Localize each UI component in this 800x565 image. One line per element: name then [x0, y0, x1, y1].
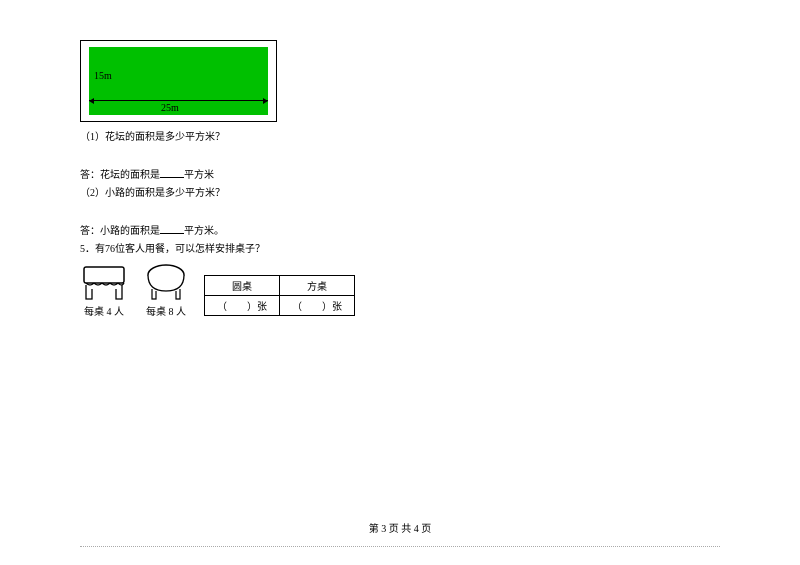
q1-answer-blank[interactable] [160, 167, 184, 178]
q1-answer: 答：花坛的面积是 平方米 [80, 167, 720, 183]
q5-prompt: 5．有76位客人用餐，可以怎样安排桌子？ [80, 242, 720, 257]
cell-round-count[interactable]: （ ）张 [205, 296, 280, 316]
table-row: 圆桌 方桌 [205, 276, 355, 296]
q1-answer-suffix: 平方米 [184, 170, 214, 181]
q5-figure-row: 每桌 4 人 每桌 8 人 圆桌 方桌 （ ）张 （ ）张 [80, 263, 720, 318]
round-table-icon [142, 263, 190, 301]
width-dimension-line [89, 100, 268, 101]
footer-rule [80, 546, 720, 547]
q2-answer: 答：小路的面积是 平方米。 [80, 223, 720, 239]
square-table-label: 每桌 4 人 [84, 303, 124, 318]
q2-answer-blank[interactable] [160, 223, 184, 234]
cell-square-count[interactable]: （ ）张 [280, 296, 355, 316]
square-table-icon [80, 263, 128, 301]
col-header-round: 圆桌 [205, 276, 280, 296]
page-content: 15m 25m （1）花坛的面积是多少平方米？ 答：花坛的面积是 平方米 （2）小… [80, 40, 720, 318]
square-table-col: 每桌 4 人 [80, 263, 128, 318]
col-header-square: 方桌 [280, 276, 355, 296]
q2-answer-suffix: 平方米。 [184, 226, 224, 237]
width-dimension-label: 25m [161, 103, 179, 114]
answer-table: 圆桌 方桌 （ ）张 （ ）张 [204, 275, 355, 316]
q1-answer-prefix: 答：花坛的面积是 [80, 170, 160, 181]
round-table-label: 每桌 8 人 [146, 303, 186, 318]
height-dimension-label: 15m [94, 71, 112, 82]
page-footer: 第 3 页 共 4 页 [0, 520, 800, 535]
q1-prompt: （1）花坛的面积是多少平方米？ [80, 130, 720, 145]
table-row: （ ）张 （ ）张 [205, 296, 355, 316]
q2-answer-prefix: 答：小路的面积是 [80, 226, 160, 237]
answer-table-wrap: 圆桌 方桌 （ ）张 （ ）张 [204, 275, 355, 318]
round-table-col: 每桌 8 人 [142, 263, 190, 318]
flowerbed-diagram: 15m 25m [80, 40, 277, 122]
q2-prompt: （2）小路的面积是多少平方米？ [80, 186, 720, 201]
